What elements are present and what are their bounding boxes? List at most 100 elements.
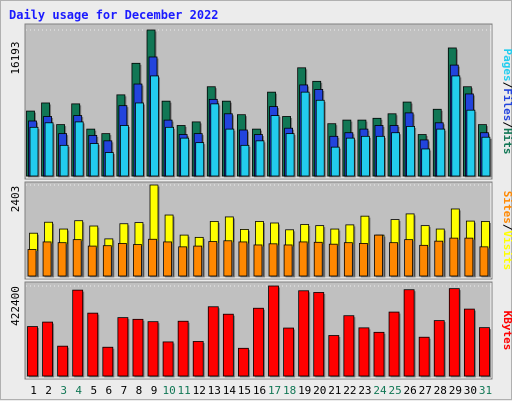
bar-sites-day-29 — [449, 237, 459, 277]
x-tick-label-day-28: 28 — [434, 384, 447, 397]
bar-sites-day-26 — [404, 239, 414, 277]
bar-pages-day-14 — [225, 128, 235, 177]
bar-kbytes-day-5 — [87, 312, 99, 377]
series-label-visits: Visits — [501, 231, 512, 271]
bar-pages-day-25 — [391, 132, 400, 177]
x-tick-label-day-26: 26 — [404, 384, 417, 397]
x-tick-label-day-8: 8 — [136, 384, 143, 397]
bar-sites-day-3 — [57, 242, 67, 277]
x-tick-label-day-22: 22 — [343, 384, 356, 397]
bar-kbytes-day-3 — [57, 345, 69, 377]
bar-sites-day-30 — [464, 237, 474, 277]
bar-kbytes-day-12 — [192, 341, 204, 377]
bar-kbytes-day-18 — [283, 327, 294, 377]
bar-pages-day-1 — [29, 126, 39, 177]
x-tick-label-day-5: 5 — [90, 384, 97, 397]
x-tick-label-day-30: 30 — [464, 384, 477, 397]
bar-pages-day-22 — [345, 137, 355, 177]
bar-kbytes-day-7 — [117, 317, 129, 377]
bar-kbytes-day-15 — [238, 347, 249, 377]
x-tick-label-day-20: 20 — [313, 384, 326, 397]
x-tick-label-day-10: 10 — [162, 384, 175, 397]
bar-pages-day-23 — [361, 135, 370, 177]
x-tick-label-day-16: 16 — [253, 384, 266, 397]
x-tick-label-day-1: 1 — [30, 384, 37, 397]
bar-sites-day-11 — [178, 246, 188, 277]
x-tick-label-day-18: 18 — [283, 384, 296, 397]
panel-3-max-label: 422400 — [9, 286, 22, 326]
bar-pages-day-7 — [119, 125, 129, 177]
bar-pages-day-26 — [406, 126, 416, 177]
x-tick-label-day-13: 13 — [208, 384, 221, 397]
bar-sites-day-5 — [87, 245, 97, 277]
bar-pages-day-29 — [451, 75, 461, 177]
bar-kbytes-day-20 — [313, 292, 325, 377]
bar-sites-day-27 — [419, 244, 429, 277]
bar-pages-day-4 — [74, 121, 84, 177]
bar-kbytes-day-16 — [253, 307, 264, 377]
bar-kbytes-day-13 — [207, 306, 219, 377]
bar-sites-day-9 — [148, 238, 157, 277]
bar-kbytes-day-10 — [162, 341, 174, 377]
bar-pages-day-28 — [436, 128, 446, 177]
bar-pages-day-11 — [180, 137, 190, 177]
bar-sites-day-12 — [193, 245, 203, 277]
bar-pages-day-12 — [195, 142, 205, 177]
bar-kbytes-day-14 — [222, 313, 234, 377]
x-tick-label-day-7: 7 — [121, 384, 128, 397]
series-label-hits: Hits — [501, 128, 512, 155]
x-tick-label-day-3: 3 — [60, 384, 67, 397]
chart-title: Daily usage for December 2022 — [9, 8, 219, 22]
x-tick-label-day-23: 23 — [358, 384, 371, 397]
bar-pages-day-27 — [421, 148, 431, 177]
bar-pages-day-2 — [44, 122, 54, 177]
bar-kbytes-day-28 — [433, 320, 445, 377]
bar-kbytes-day-17 — [268, 285, 279, 377]
series-label-files: Files — [501, 88, 512, 121]
panel-1-series-label: Pages/Files/Hits — [501, 49, 512, 155]
bar-sites-day-15 — [238, 241, 248, 277]
bar-kbytes-day-22 — [343, 315, 355, 377]
bar-kbytes-day-27 — [418, 336, 430, 377]
bar-sites-day-13 — [208, 241, 218, 277]
bar-pages-day-18 — [285, 133, 295, 177]
bar-pages-day-9 — [150, 75, 159, 177]
series-label-slash: / — [501, 82, 512, 89]
bar-kbytes-day-31 — [479, 327, 490, 377]
bar-kbytes-day-19 — [298, 290, 310, 377]
series-label-slash: / — [501, 224, 512, 231]
bar-pages-day-21 — [330, 146, 340, 177]
bar-sites-day-16 — [253, 244, 263, 277]
bar-sites-day-28 — [434, 240, 444, 277]
x-tick-label-day-24: 24 — [373, 384, 387, 397]
x-tick-label-day-29: 29 — [449, 384, 462, 397]
bar-sites-day-31 — [479, 246, 489, 277]
series-label-slash: / — [501, 121, 512, 128]
bar-kbytes-day-24 — [373, 331, 385, 377]
x-tick-label-day-27: 27 — [419, 384, 432, 397]
bar-sites-day-4 — [72, 239, 82, 277]
panel-2-max-label: 2403 — [9, 186, 22, 213]
bar-kbytes-day-23 — [358, 327, 370, 377]
bar-pages-day-24 — [376, 135, 385, 177]
x-tick-label-day-17: 17 — [268, 384, 281, 397]
bar-sites-day-7 — [117, 243, 127, 277]
bar-kbytes-day-30 — [463, 308, 475, 377]
bar-pages-day-6 — [104, 152, 114, 177]
bar-sites-day-24 — [374, 234, 383, 277]
x-tick-label-day-4: 4 — [75, 384, 82, 397]
bar-pages-day-19 — [300, 91, 310, 177]
bar-kbytes-day-6 — [102, 346, 114, 377]
x-tick-label-day-2: 2 — [45, 384, 52, 397]
bar-kbytes-day-25 — [388, 311, 400, 377]
bar-sites-day-8 — [133, 244, 142, 277]
bar-sites-day-6 — [102, 245, 112, 277]
series-label-pages: Pages — [501, 49, 512, 82]
x-tick-label-day-31: 31 — [479, 384, 492, 397]
bar-pages-day-31 — [481, 136, 491, 177]
bar-sites-day-22 — [343, 242, 353, 277]
bar-pages-day-3 — [59, 144, 69, 177]
x-tick-label-day-6: 6 — [106, 384, 113, 397]
bar-kbytes-day-8 — [132, 318, 144, 377]
